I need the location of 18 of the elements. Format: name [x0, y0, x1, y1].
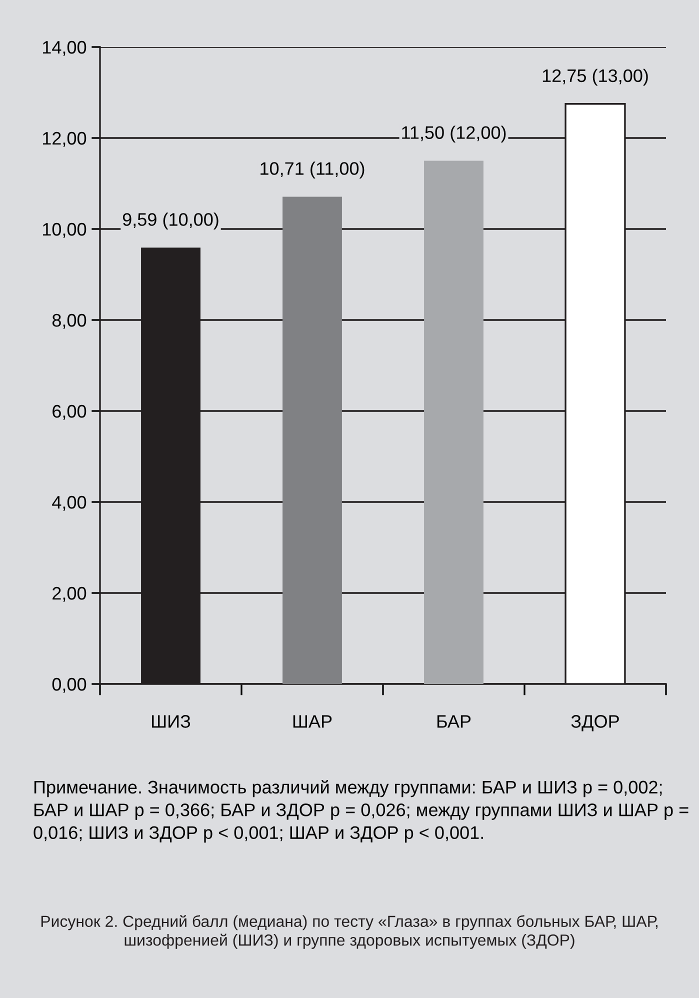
data-label: 11,50 (12,00): [402, 126, 506, 143]
text: Примечание. Значимость различий между группами: БАР и ШИЗ p = 0,002; БАР и ШАР p = 0,366; БАР и ЗДОР p = 0,026; между группами ШИЗ и ШАР p = 0,016; ШИЗ и ЗДОР p < 0,001; ШАР и ЗДОР p < 0,001.: [34, 780, 688, 843]
y-tick-label: 6,00: [52, 404, 86, 420]
x-tick-label: ШИЗ: [152, 715, 190, 728]
y-tick-label: 0,00: [52, 678, 86, 693]
data-label: 12,75 (13,00): [542, 68, 648, 86]
x-tick-label: ЗДОР: [571, 715, 619, 732]
y-tick-label: 14,00: [43, 40, 86, 56]
y-tick-label: 10,00: [43, 222, 86, 238]
y-tick-label: 2,00: [52, 586, 86, 602]
x-tick-label: ШАР: [293, 715, 332, 728]
data-label: 9,59 (10,00): [122, 212, 218, 230]
y-tick-label: 4,00: [52, 496, 86, 511]
y-tick-label: 12,00: [43, 132, 86, 147]
x-tick-label: БАР: [437, 715, 471, 728]
text: Рисунок 2. Средний балл (медиана) по тесту «Глаза» в группах больных БАР, ШАР, шизофренией (ШИЗ) и группе здоровых испытуемых (ЗДОР): [41, 915, 658, 949]
data-label: 10,71 (11,00): [260, 162, 364, 178]
y-tick-label: 8,00: [52, 314, 86, 329]
